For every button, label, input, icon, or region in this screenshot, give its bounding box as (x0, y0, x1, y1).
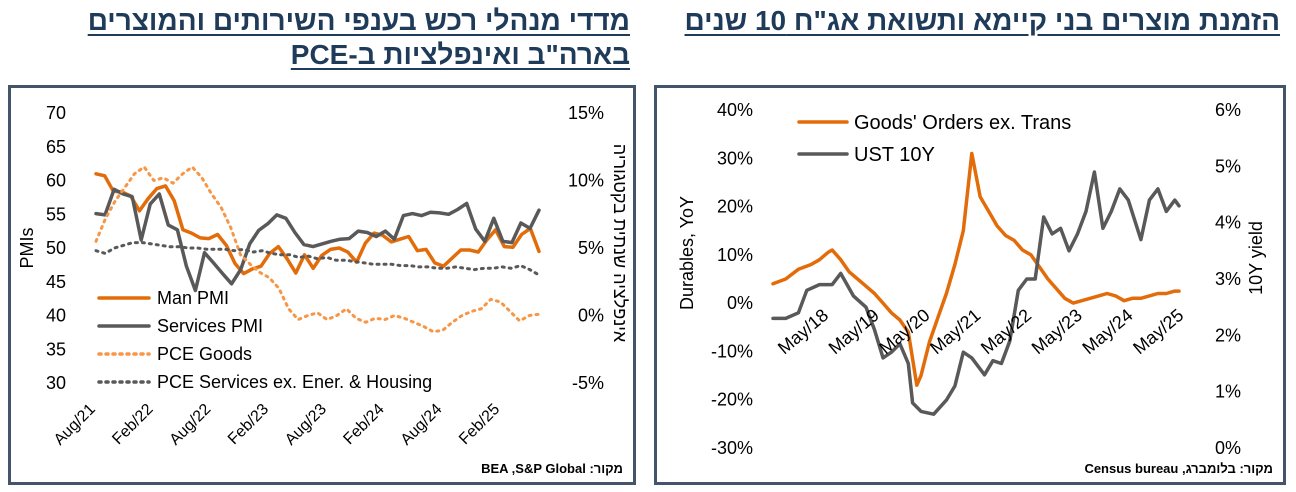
y-tick-label: 20% (717, 197, 753, 217)
y-tick-label: 60 (46, 171, 66, 191)
y-tick-label: -20% (711, 390, 753, 410)
y-tick-label: 55 (46, 204, 66, 224)
y2-tick-label: 3% (1215, 269, 1241, 289)
series-line (94, 187, 541, 293)
y-tick-label: 70 (46, 103, 66, 123)
x-tick-label: Aug/22 (167, 401, 215, 449)
y2-tick-label: 2% (1215, 325, 1241, 345)
x-tick-label: Feb/22 (109, 401, 156, 448)
y2-tick-label: 1% (1215, 382, 1241, 402)
y2-tick-label: 5% (1215, 156, 1241, 176)
x-tick-label: Aug/23 (282, 401, 330, 449)
legend-label: PCE Services ex. Ener. & Housing (157, 372, 432, 392)
y-tick-label: 35 (46, 339, 66, 359)
y-tick-label: 65 (46, 137, 66, 157)
x-tick-label: May/23 (1028, 305, 1086, 358)
source-note-left: מקור: BEA ,S&P Global (481, 461, 623, 476)
y2-axis-label: אינפלציה שנתית בקטגוריה (610, 144, 630, 343)
series-line (94, 172, 541, 276)
y2-tick-label: 0% (578, 306, 604, 326)
legend-label: Services PMI (157, 316, 263, 336)
chart-title-left: מדדי מנהלי רכש בענפי השירותים והמוצרים ב… (87, 5, 630, 70)
legend-label: PCE Goods (157, 344, 252, 364)
y-tick-label: 10% (717, 245, 753, 265)
chart-title-right: הזמנת מוצרים בני קיימא ותשואת אג"ח 10 שנ… (684, 5, 1280, 36)
y2-tick-label: 10% (568, 171, 604, 191)
y-tick-label: 45 (46, 272, 66, 292)
y-axis-label: PMIs (17, 227, 37, 268)
x-tick-label: May/24 (1079, 305, 1137, 358)
y-tick-label: 30% (717, 148, 753, 168)
y2-axis-label: 10Y yield (1246, 221, 1266, 295)
series-line (771, 151, 1181, 387)
y2-tick-label: 15% (568, 103, 604, 123)
y-tick-label: 40 (46, 306, 66, 326)
pmi-chart: 70 65 60 55 50 45 40 35 30 15% 10% 5% 0% -5% PMIs אינפל… (17, 103, 630, 449)
y-tick-label: -10% (711, 341, 753, 361)
y2-tick-label: 4% (1215, 213, 1241, 233)
x-tick-label: Feb/25 (456, 401, 503, 448)
x-tick-label: May/18 (774, 305, 832, 358)
chart-panel-left: 70 65 60 55 50 45 40 35 30 15% 10% 5% 0% -5% PMIs אינפל… (8, 85, 636, 485)
series-line (771, 170, 1181, 416)
y-tick-label: 0% (727, 293, 753, 313)
y-tick-label: 30 (46, 373, 66, 393)
source-note-right: מקור: בלומברג, Census bureau (1084, 461, 1273, 476)
series-line (94, 165, 541, 334)
x-tick-label: Feb/23 (225, 401, 272, 448)
y2-tick-label: 0% (1215, 438, 1241, 458)
x-tick-label: May/25 (1129, 305, 1187, 358)
x-tick-label: Aug/21 (51, 401, 99, 449)
durables-chart: 40% 30% 20% 10% 0% -10% -20% -30% 6% 5% 4% 3% 2% 1% 0%… (677, 100, 1266, 458)
y2-tick-label: -5% (572, 373, 604, 393)
y2-tick-label: 5% (578, 238, 604, 258)
x-tick-label: Feb/24 (340, 401, 387, 448)
y-tick-label: 40% (717, 100, 753, 120)
x-tick-label: May/21 (926, 305, 984, 358)
x-tick-label: Aug/24 (398, 401, 446, 449)
chart-panel-right: 40% 30% 20% 10% 0% -10% -20% -30% 6% 5% 4% 3% 2% 1% 0%… (654, 85, 1286, 485)
legend-label: Goods' Orders ex. Trans (854, 112, 1071, 134)
x-tick-label: May/20 (876, 305, 934, 358)
y-tick-label: 50 (46, 238, 66, 258)
y2-tick-label: 6% (1215, 100, 1241, 120)
legend-label: Man PMI (157, 288, 229, 308)
y-tick-label: -30% (711, 438, 753, 458)
legend-label: UST 10Y (854, 144, 935, 166)
series-line (94, 241, 541, 277)
y-axis-label: Durables, YoY (677, 196, 697, 310)
